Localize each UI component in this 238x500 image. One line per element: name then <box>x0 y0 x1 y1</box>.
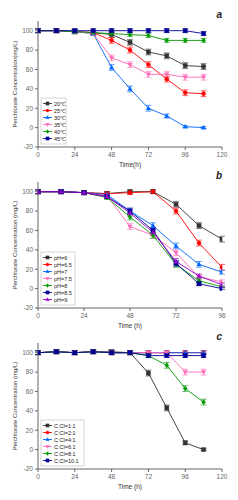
svg-text:30℃: 30℃ <box>54 115 66 121</box>
svg-text:Perchlorate Concentration(mg/L: Perchlorate Concentration(mg/L) <box>12 40 18 127</box>
svg-text:pH=6: pH=6 <box>54 255 67 261</box>
svg-text:25℃: 25℃ <box>54 108 66 114</box>
svg-text:-20: -20 <box>24 143 34 150</box>
svg-text:60: 60 <box>26 227 34 234</box>
svg-text:pH=6.5: pH=6.5 <box>54 262 72 268</box>
svg-text:0: 0 <box>29 285 33 292</box>
svg-text:Perchlorate Concentration (mg/: Perchlorate Concentration (mg/L) <box>12 362 18 451</box>
svg-text:C:Cl=1:1: C:Cl=1:1 <box>54 423 76 429</box>
svg-text:C:Cl=8:1: C:Cl=8:1 <box>54 451 76 457</box>
svg-text:45℃: 45℃ <box>54 136 66 142</box>
svg-text:0: 0 <box>29 124 33 131</box>
svg-text:24: 24 <box>80 312 88 319</box>
svg-text:pH=7: pH=7 <box>54 269 67 275</box>
svg-text:pH=9: pH=9 <box>54 297 67 303</box>
svg-text:80: 80 <box>26 207 34 214</box>
svg-text:pH=8: pH=8 <box>54 283 67 289</box>
svg-text:48: 48 <box>108 473 116 480</box>
svg-text:pH=7.5: pH=7.5 <box>54 276 72 282</box>
svg-text:96: 96 <box>218 312 226 319</box>
svg-text:Time(h): Time(h) <box>119 161 141 169</box>
svg-text:60: 60 <box>26 66 34 73</box>
svg-text:-20: -20 <box>24 465 34 472</box>
svg-text:b: b <box>216 170 222 181</box>
svg-text:40: 40 <box>26 246 34 253</box>
svg-text:20: 20 <box>26 266 34 273</box>
svg-text:40: 40 <box>26 407 34 414</box>
svg-text:100: 100 <box>22 188 33 195</box>
svg-text:35℃: 35℃ <box>54 122 66 128</box>
svg-text:100: 100 <box>22 27 33 34</box>
svg-text:20: 20 <box>26 427 34 434</box>
svg-text:Perchlorate Concentration (mg/: Perchlorate Concentration (mg/L) <box>12 201 18 290</box>
svg-text:100: 100 <box>22 349 33 356</box>
svg-text:96: 96 <box>182 151 190 158</box>
svg-text:Time (h): Time (h) <box>118 483 142 491</box>
svg-text:a: a <box>216 9 222 20</box>
svg-text:48: 48 <box>126 312 134 319</box>
svg-text:0: 0 <box>36 312 40 319</box>
svg-text:60: 60 <box>26 388 34 395</box>
svg-text:0: 0 <box>29 446 33 453</box>
svg-text:48: 48 <box>108 151 116 158</box>
svg-text:C:Cl=4:1: C:Cl=4:1 <box>54 437 76 443</box>
svg-text:0: 0 <box>36 151 40 158</box>
svg-text:80: 80 <box>26 368 34 375</box>
svg-text:80: 80 <box>26 46 34 53</box>
svg-text:72: 72 <box>172 312 180 319</box>
svg-text:120: 120 <box>217 473 228 480</box>
svg-text:c: c <box>216 331 222 342</box>
svg-text:24: 24 <box>71 473 79 480</box>
svg-text:72: 72 <box>145 151 153 158</box>
svg-text:72: 72 <box>145 473 153 480</box>
svg-text:40: 40 <box>26 85 34 92</box>
svg-text:C:Cl=10:1: C:Cl=10:1 <box>54 458 79 464</box>
svg-text:C:Cl=6:1: C:Cl=6:1 <box>54 444 76 450</box>
svg-text:20: 20 <box>26 105 34 112</box>
svg-text:pH=8.5: pH=8.5 <box>54 290 72 296</box>
svg-text:Time (h): Time (h) <box>118 322 142 330</box>
svg-text:20℃: 20℃ <box>54 101 66 107</box>
svg-text:-20: -20 <box>24 304 34 311</box>
svg-text:40℃: 40℃ <box>54 129 66 135</box>
svg-text:24: 24 <box>71 151 79 158</box>
svg-text:0: 0 <box>36 473 40 480</box>
svg-text:C:Cl=2:1: C:Cl=2:1 <box>54 430 76 436</box>
svg-text:120: 120 <box>217 151 228 158</box>
svg-text:96: 96 <box>182 473 190 480</box>
